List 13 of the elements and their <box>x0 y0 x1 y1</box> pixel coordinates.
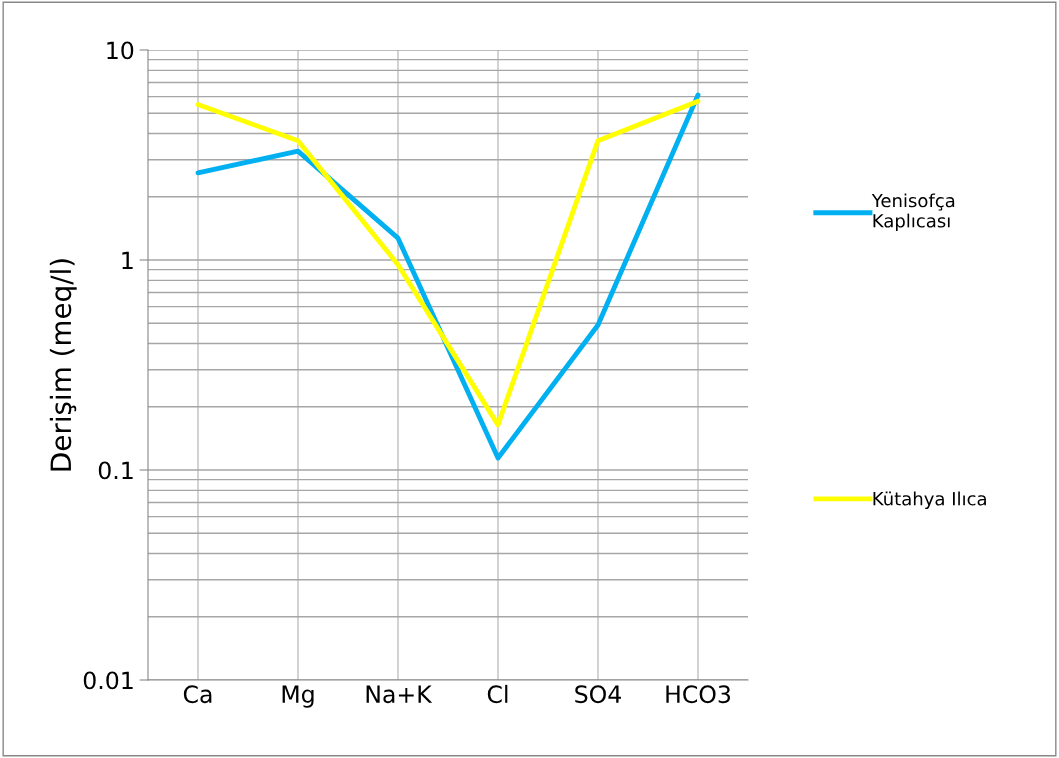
x-tick-label: SO4 <box>575 685 621 704</box>
y-tick-label: 0.01 <box>83 671 133 690</box>
y-axis-title: Derişim (meq/l) <box>49 259 77 471</box>
legend-label: Kütahya Ilıca <box>873 491 986 510</box>
x-tick-label: Mg <box>282 685 314 708</box>
y-tick-label: 1 <box>122 251 133 269</box>
x-tick-label: HCO3 <box>666 685 731 704</box>
y-tick-label: 10 <box>107 41 134 60</box>
y-tick-label: 0.1 <box>98 461 133 480</box>
x-tick-label: Ca <box>183 685 212 704</box>
legend-label: Yenisofça Kaplıcası <box>871 193 955 232</box>
x-tick-label: Cl <box>487 684 508 704</box>
x-tick-label: Na+K <box>366 685 433 704</box>
